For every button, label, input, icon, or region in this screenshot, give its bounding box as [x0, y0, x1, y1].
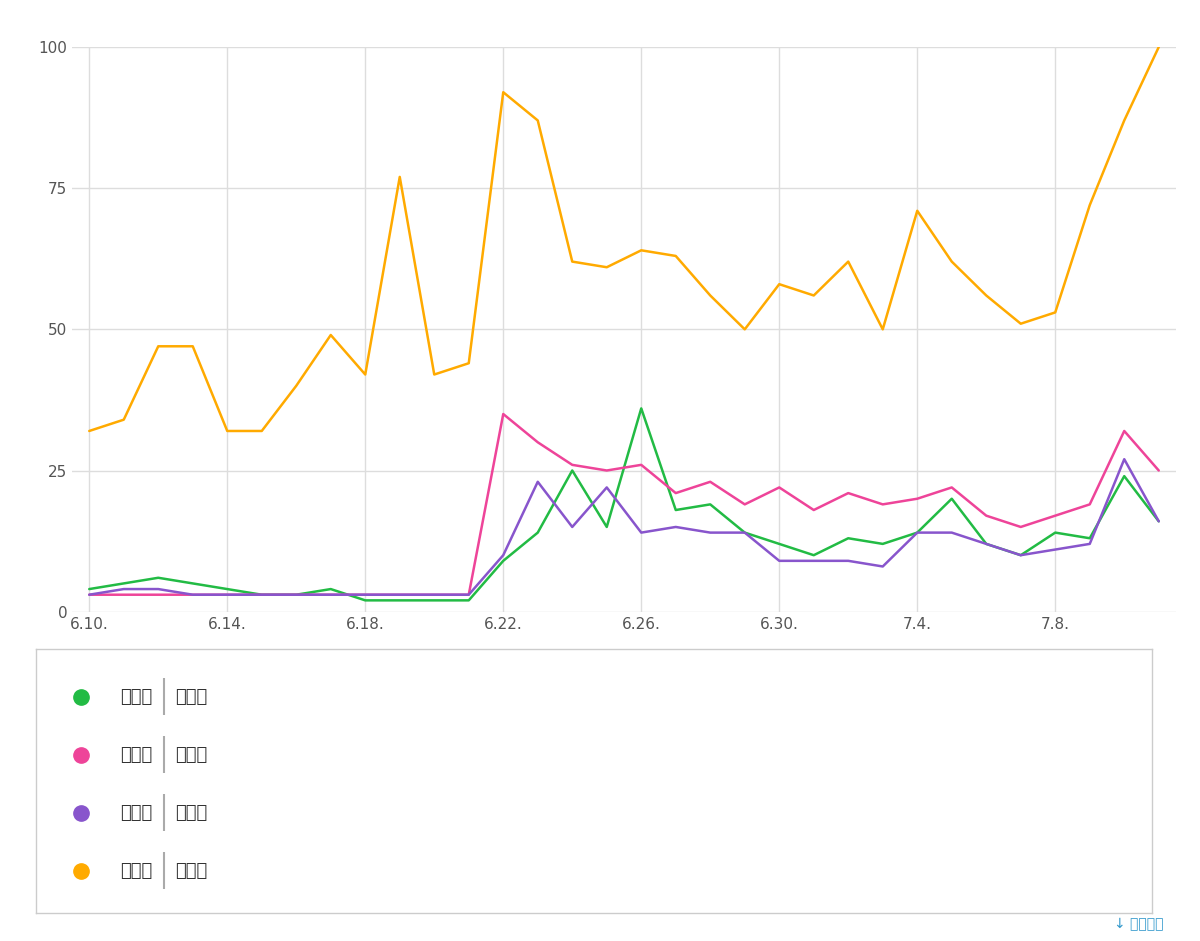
Text: 원희룡: 원희룡 — [175, 745, 208, 764]
Text: 2024: 2024 — [72, 664, 107, 678]
Text: 윤상현: 윤상현 — [120, 804, 152, 821]
Text: 나경원: 나경원 — [120, 688, 152, 706]
Text: 나경원: 나경원 — [175, 688, 208, 706]
Text: 윤상현: 윤상현 — [175, 804, 208, 821]
Text: ↓ 다운로드: ↓ 다운로드 — [1115, 917, 1164, 932]
Text: 원희룡: 원희룡 — [120, 745, 152, 764]
Text: 한동훈: 한동훈 — [120, 862, 152, 880]
Text: 한동훈: 한동훈 — [175, 862, 208, 880]
